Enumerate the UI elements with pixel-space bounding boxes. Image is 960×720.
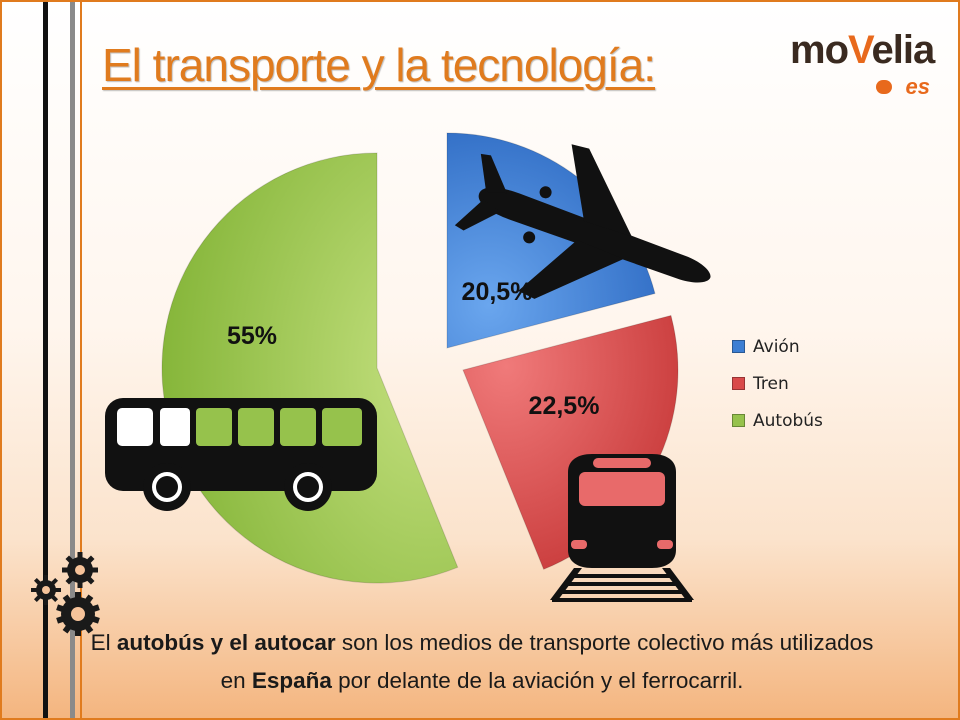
data-label: 55% [227, 322, 277, 350]
gear-tooth [65, 555, 75, 565]
gear-tooth [62, 594, 73, 605]
caption-text: El [90, 630, 117, 655]
gear-tooth [62, 567, 70, 573]
left-orange-bar [80, 2, 82, 718]
caption-line-1: El autobús y el autocar son los medios d… [2, 624, 958, 662]
gear-tooth [85, 575, 95, 585]
caption-line-2: en España por delante de la aviación y e… [2, 662, 958, 700]
gear-tooth [77, 580, 83, 588]
gear-tooth [31, 588, 39, 592]
logo-wordmark: moVelia [790, 28, 940, 73]
gear-tooth [56, 615, 66, 624]
chart-legend: Avión Tren Autobús [732, 328, 823, 439]
gear-tooth [53, 588, 61, 592]
logo-text-part: elia [871, 28, 935, 72]
gears-icon [31, 552, 100, 636]
legend-label: Avión [753, 336, 800, 357]
gear-tooth [49, 593, 59, 603]
train-icon [550, 454, 694, 602]
gear-tooth [56, 604, 66, 613]
legend-swatch [732, 340, 745, 353]
legend-item: Tren [732, 365, 823, 402]
caption-text: por delante de la aviación y el ferrocar… [331, 668, 744, 693]
caption: El autobús y el autocar son los medios d… [2, 624, 958, 700]
caption-text: en [220, 668, 252, 693]
legend-label: Tren [753, 373, 789, 394]
gear-tooth [49, 577, 59, 587]
gear-tooth [90, 615, 100, 624]
left-gray-bar [70, 2, 75, 718]
logo-es-mark [876, 80, 892, 94]
gear-tooth [90, 567, 98, 573]
left-black-bar [43, 2, 48, 718]
legend-swatch [732, 414, 745, 427]
logo-suffix: es [905, 74, 930, 99]
caption-bold-text: España [251, 668, 332, 693]
gear-tooth [85, 555, 95, 565]
pie-slice-autobus [161, 152, 459, 584]
logo-text-part: mo [790, 28, 849, 72]
gear-tooth [83, 594, 94, 605]
movelia-logo: moVelia es [790, 28, 940, 104]
gear-tooth [33, 577, 43, 587]
gear-tooth [77, 552, 83, 560]
gear-tooth [75, 592, 81, 600]
caption-text: son los medios de transporte colectivo m… [335, 630, 874, 655]
gear-tooth [65, 575, 75, 585]
legend-label: Autobús [753, 410, 823, 431]
caption-bold-text: autobús y el autocar [116, 630, 336, 655]
legend-item: Avión [732, 328, 823, 365]
airplane-icon [454, 144, 711, 299]
logo-text-part: V [848, 28, 873, 72]
legend-item: Autobús [732, 402, 823, 439]
gear-tooth [75, 628, 81, 636]
gear-tooth [90, 604, 100, 613]
gear-tooth [83, 623, 94, 634]
gear-tooth [62, 623, 73, 634]
gear-tooth [44, 575, 48, 583]
page-title: El transporte y la tecnología: [102, 39, 656, 91]
gear-tooth [33, 593, 43, 603]
pie-data-labels: 20,5%22,5%55% [227, 278, 599, 420]
data-label: 22,5% [529, 392, 600, 420]
bus-icon [105, 398, 377, 511]
legend-swatch [732, 377, 745, 390]
gear-tooth [44, 597, 48, 605]
